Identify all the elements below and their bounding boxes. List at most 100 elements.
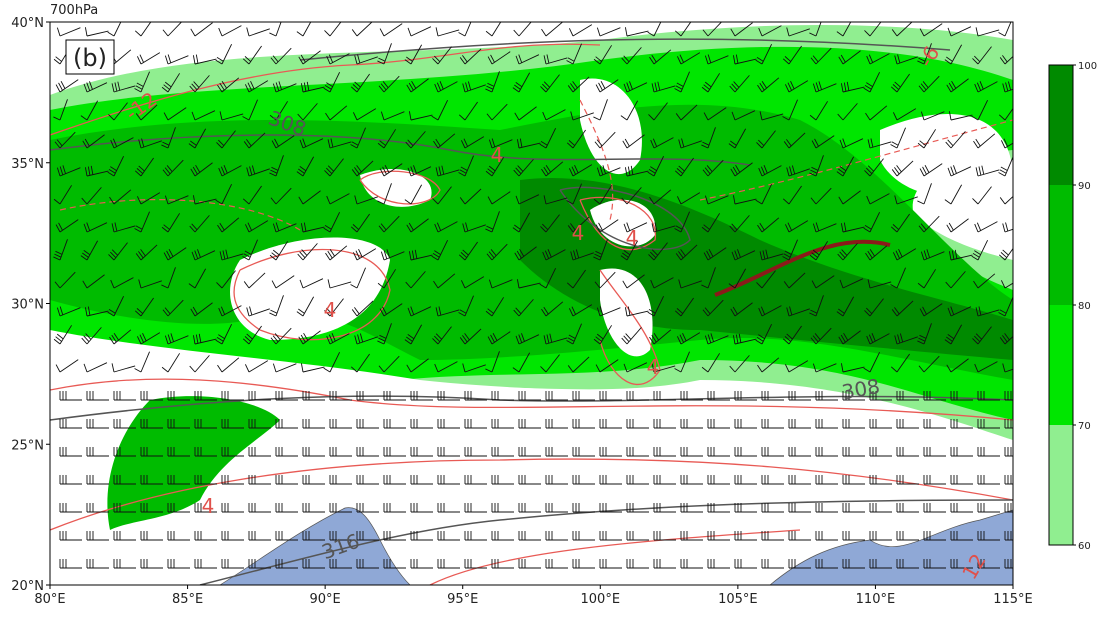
wind-barb — [626, 240, 639, 261]
wind-barb-flag — [1000, 140, 1006, 149]
wind-barb-flag — [620, 115, 628, 121]
wind-barb-flag — [784, 364, 790, 373]
wind-barb — [383, 129, 397, 149]
wind-barb — [383, 355, 400, 373]
wind-barb-flag — [648, 308, 656, 314]
wind-barb — [923, 269, 937, 289]
wind-barb-flag — [243, 141, 250, 149]
wind-barb-flag — [599, 306, 604, 316]
wind-barb — [221, 25, 242, 37]
wind-barb-flag — [595, 224, 601, 233]
wind-barb-flag — [758, 307, 763, 317]
wind-barb — [221, 184, 233, 205]
wind-barb-flag — [487, 168, 494, 174]
wind-barb-flag — [546, 334, 550, 344]
wind-barb-flag — [303, 332, 309, 341]
wind-barb-flag — [467, 81, 472, 91]
wind-barb-flag — [383, 250, 388, 260]
wind-barb — [113, 225, 136, 233]
wind-barb — [896, 336, 918, 345]
wind-barb-flag — [324, 310, 331, 317]
wind-barb-flag — [890, 144, 898, 149]
wind-barb-flag — [219, 251, 223, 261]
wind-barb — [653, 189, 672, 205]
wind-barb-flag — [654, 222, 658, 232]
wind-barb-flag — [357, 334, 361, 344]
wind-barb-flag — [978, 306, 982, 316]
wind-barb — [275, 363, 297, 373]
wind-barb — [653, 137, 674, 149]
wind-barb — [275, 241, 289, 261]
wind-barb-flag — [488, 165, 496, 172]
wind-barb — [680, 211, 690, 233]
wind-barb-flag — [972, 198, 979, 205]
wind-barb-flag — [487, 56, 493, 65]
wind-barb-flag — [134, 30, 142, 37]
wind-barb-flag — [595, 336, 602, 342]
wind-barb — [734, 22, 753, 37]
wind-barb-flag — [674, 88, 682, 93]
wind-barb-flag — [1007, 81, 1012, 91]
wind-barb-flag — [517, 165, 524, 172]
wind-barb-flag — [539, 143, 547, 149]
wind-barb-flag — [917, 340, 925, 345]
wind-barb-flag — [839, 251, 846, 259]
wind-barb-flag — [675, 253, 682, 261]
colorbar-label: 90 — [1078, 181, 1091, 192]
wind-barb — [788, 132, 806, 149]
wind-barb — [761, 184, 773, 205]
wind-barb — [869, 53, 890, 65]
wind-barb-flag — [1005, 222, 1009, 232]
wind-barb-flag — [464, 333, 470, 341]
wind-barb-flag — [431, 255, 439, 261]
wind-barb-flag — [1002, 55, 1008, 63]
wind-barb — [437, 100, 449, 121]
wind-barb-flag — [570, 83, 576, 91]
wind-barb — [59, 27, 81, 37]
wind-barb — [788, 272, 806, 289]
wind-barb-flag — [951, 250, 955, 260]
wind-barb-flag — [890, 86, 898, 93]
wind-barb-flag — [840, 363, 844, 373]
wind-barb-flag — [323, 87, 331, 93]
wind-barb-flag — [135, 85, 143, 90]
wind-barb — [896, 160, 914, 177]
wind-barb-flag — [975, 167, 979, 177]
wind-barb — [140, 157, 154, 177]
wind-barb-flag — [1000, 280, 1006, 289]
wind-barb-flag — [83, 83, 88, 93]
wind-barb — [86, 310, 109, 317]
wind-barb — [491, 243, 508, 261]
wind-barb-flag — [56, 167, 61, 177]
wind-barb — [572, 24, 593, 37]
wind-barb — [626, 187, 642, 205]
wind-barb-flag — [701, 284, 709, 289]
wind-barb-flag — [189, 365, 196, 373]
wind-barb-flag — [244, 336, 252, 342]
wind-barb-flag — [164, 335, 169, 345]
wind-barb-flag — [678, 279, 682, 289]
wind-barb — [680, 71, 690, 93]
x-tick-label: 105°E — [718, 592, 758, 607]
wind-barb-flag — [651, 363, 655, 373]
temperature-contour — [50, 43, 601, 136]
wind-barb-flag — [84, 138, 90, 147]
ocean — [769, 509, 1013, 585]
wind-barb-flag — [707, 54, 712, 64]
wind-barb-flag — [676, 336, 682, 345]
wind-barb — [464, 364, 486, 373]
wind-barb — [491, 331, 511, 345]
wind-barb — [410, 324, 423, 345]
wind-barb — [1004, 107, 1013, 121]
wind-barb-flag — [86, 82, 91, 91]
wind-barb — [761, 217, 780, 233]
y-tick-label: 35°N — [11, 157, 44, 172]
wind-barb-flag — [647, 311, 655, 317]
wind-barb-flag — [459, 337, 466, 345]
wind-barb-flag — [732, 55, 736, 65]
wind-barb-flag — [485, 228, 493, 233]
wind-barb-flag — [626, 222, 631, 231]
wind-barb — [113, 277, 134, 289]
wind-barb-flag — [486, 85, 494, 90]
wind-barb-flag — [570, 223, 576, 231]
